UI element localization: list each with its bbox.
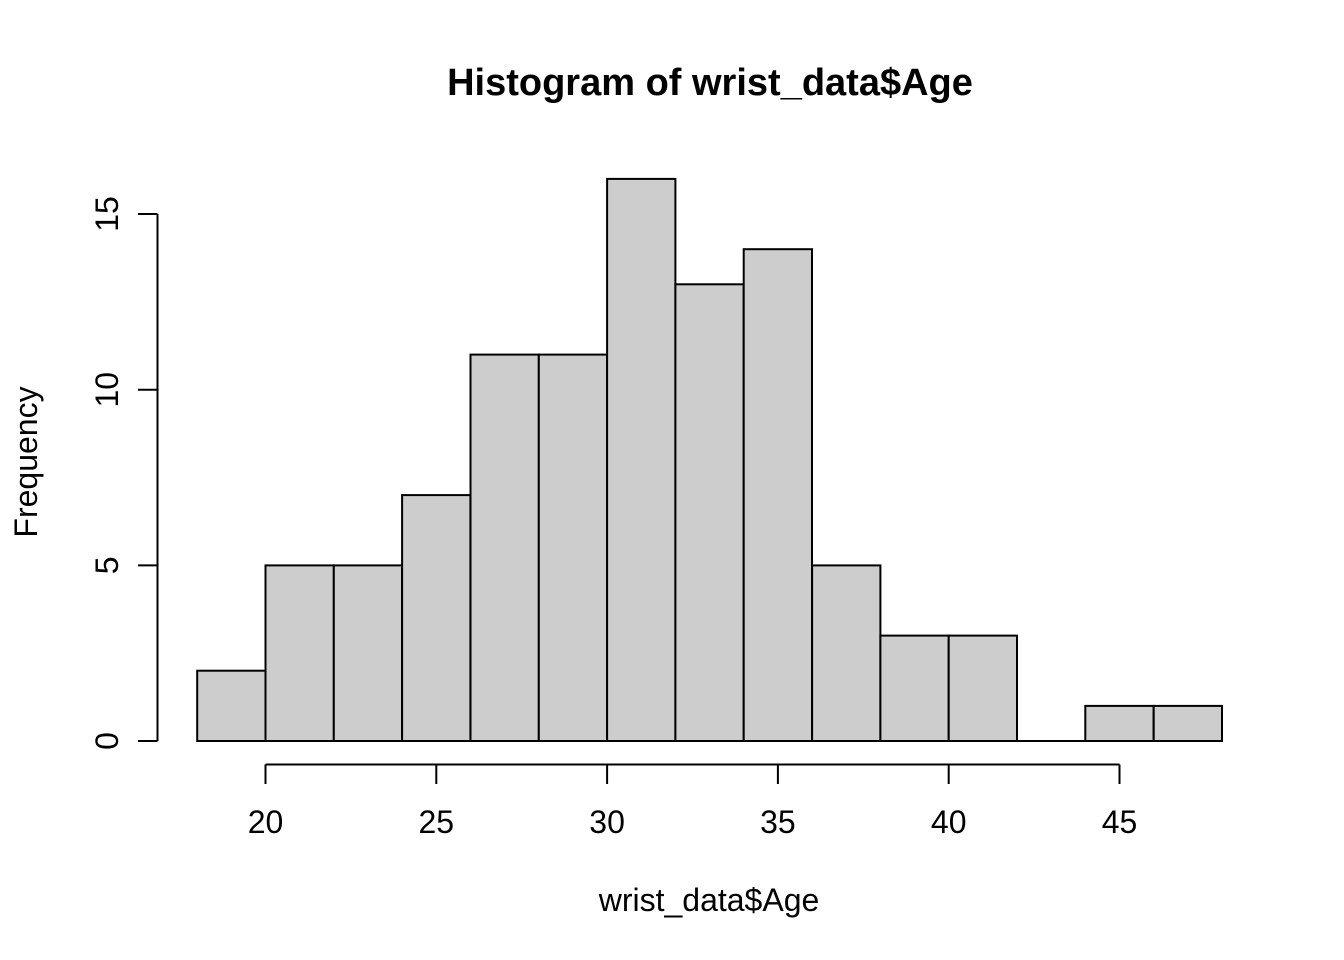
histogram-bar — [264, 564, 335, 743]
histogram-bar — [401, 494, 472, 742]
histogram-bar — [1152, 704, 1223, 743]
x-tick-label: 20 — [248, 804, 284, 840]
x-tick-label: 25 — [419, 804, 455, 840]
histogram-bar — [469, 353, 540, 742]
x-axis-label: wrist_data$Age — [598, 882, 820, 918]
histogram-bar — [332, 564, 404, 743]
x-tick-label: 40 — [931, 804, 967, 840]
y-tick-label: 15 — [89, 196, 125, 232]
x-tick-label: 35 — [760, 804, 796, 840]
histogram-bar — [196, 669, 267, 743]
y-tick-label: 0 — [89, 732, 125, 750]
y-axis-label: Frequency — [8, 386, 44, 537]
y-tick-label: 10 — [89, 372, 125, 408]
histogram-bar — [674, 283, 745, 742]
histogram-bar — [811, 564, 882, 743]
histogram-bar — [947, 634, 1019, 742]
histogram-bar — [742, 248, 814, 742]
x-tick-label: 45 — [1102, 804, 1138, 840]
y-axis: 0 5 10 15 — [89, 196, 159, 750]
histogram-bar — [537, 353, 609, 742]
histogram-bar — [879, 634, 950, 742]
y-tick-label: 5 — [89, 557, 125, 575]
chart-title: Histogram of wrist_data$Age — [447, 62, 973, 104]
x-tick-label: 30 — [589, 804, 625, 840]
histogram-bars — [196, 177, 1223, 743]
histogram-bar — [606, 177, 677, 742]
histogram-bar — [1084, 704, 1155, 743]
x-axis: 20 25 30 35 40 45 — [248, 763, 1138, 840]
